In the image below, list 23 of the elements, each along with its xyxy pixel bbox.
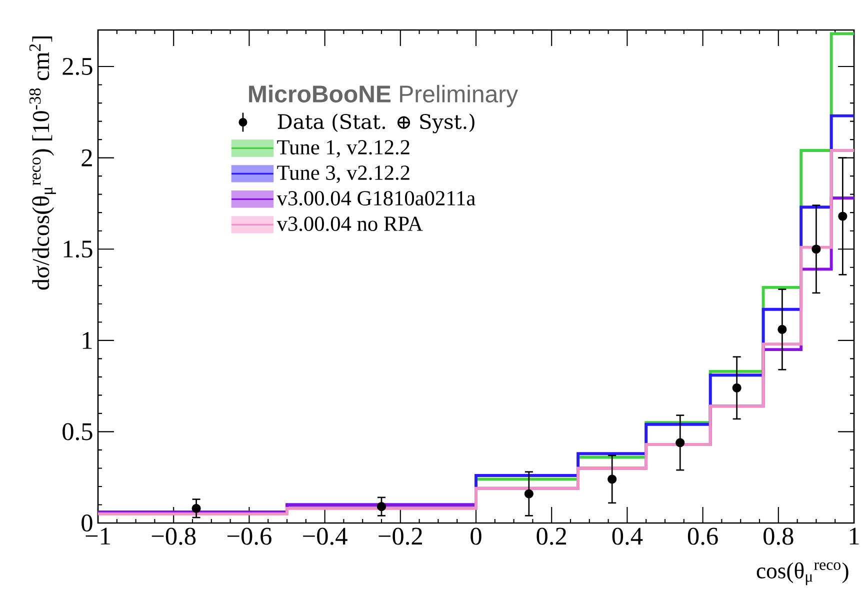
x-tick-label: 0.2 — [536, 528, 566, 545]
x-tick-label: 0.4 — [612, 528, 643, 545]
x-axis-title: cos(θ$_{μ}$$^{reco}$) — [756, 562, 848, 586]
y-tick-label: 2.5 — [62, 58, 92, 76]
y-tick-label: 1.5 — [64, 240, 92, 258]
legend-label: Tune 1, v2.12.2 — [277, 140, 410, 158]
x-tick-label: −0.6 — [227, 528, 272, 545]
x-tick-label: 0.8 — [764, 528, 794, 545]
legend-label: Data (Stat. ⊕ Syst.) — [278, 114, 474, 134]
x-tick-label: 0.6 — [688, 528, 718, 545]
x-tick-label: 0 — [470, 528, 482, 545]
legend-label: Tune 3, v2.12.2 — [277, 166, 410, 184]
x-tick-label: −0.4 — [303, 528, 348, 545]
x-tick-label: 1 — [850, 528, 859, 544]
legend-label: v3.00.04 G1810a0211a — [276, 191, 476, 206]
y-tick-label: 0.5 — [62, 423, 92, 440]
x-tick-label: −0.2 — [378, 528, 422, 545]
y-tick-label: 1 — [82, 332, 92, 349]
y-axis-title: dσ/dcos(θ$_{μ}$$^{reco}$) [10$^{-38}$ cm$^{2}$] — [29, 36, 56, 290]
legend-label: v3.00.04 no RPA — [276, 216, 423, 232]
y-tick-label: 2 — [82, 149, 92, 166]
x-tick-label: −0.8 — [152, 528, 196, 545]
legend-title: MicroBooNE Preliminary — [249, 84, 518, 108]
